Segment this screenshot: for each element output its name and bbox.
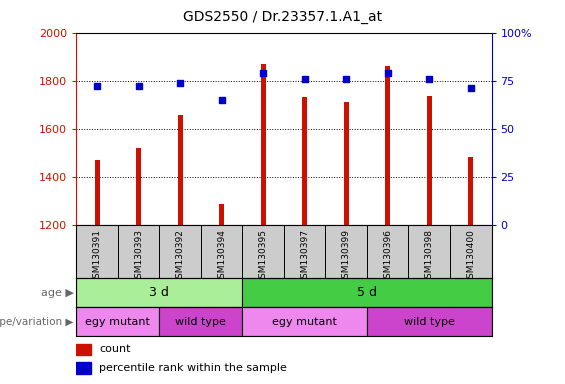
Bar xyxy=(136,148,141,225)
Bar xyxy=(76,344,91,355)
Text: genotype/variation ▶: genotype/variation ▶ xyxy=(0,316,73,327)
Point xyxy=(300,76,309,82)
Point xyxy=(134,83,143,89)
Bar xyxy=(242,278,492,307)
Text: percentile rank within the sample: percentile rank within the sample xyxy=(99,363,287,373)
Text: GSM130398: GSM130398 xyxy=(425,229,434,284)
Bar xyxy=(468,157,473,225)
Text: GSM130393: GSM130393 xyxy=(134,229,143,284)
Point xyxy=(93,83,102,89)
Bar xyxy=(76,307,159,336)
Text: count: count xyxy=(99,344,131,354)
Bar xyxy=(302,98,307,225)
Text: GSM130400: GSM130400 xyxy=(466,229,475,284)
Bar xyxy=(76,362,91,374)
Text: GSM130394: GSM130394 xyxy=(217,229,226,284)
Point xyxy=(383,70,392,76)
Text: egy mutant: egy mutant xyxy=(85,316,150,327)
Text: age ▶: age ▶ xyxy=(41,288,73,298)
Text: 3 d: 3 d xyxy=(149,286,169,299)
Text: GSM130392: GSM130392 xyxy=(176,229,185,284)
Point xyxy=(342,76,351,82)
Text: GSM130395: GSM130395 xyxy=(259,229,268,284)
Point xyxy=(466,85,475,91)
Point xyxy=(176,79,185,86)
Bar xyxy=(260,64,266,225)
Text: GSM130397: GSM130397 xyxy=(300,229,309,284)
Bar xyxy=(219,204,224,225)
Bar xyxy=(242,307,367,336)
Bar xyxy=(94,160,99,225)
Text: GSM130399: GSM130399 xyxy=(342,229,351,284)
Text: GDS2550 / Dr.23357.1.A1_at: GDS2550 / Dr.23357.1.A1_at xyxy=(183,10,382,23)
Bar xyxy=(427,96,432,225)
Bar xyxy=(177,116,182,225)
Point xyxy=(259,70,268,76)
Bar xyxy=(159,307,242,336)
Bar xyxy=(367,307,492,336)
Text: wild type: wild type xyxy=(175,316,227,327)
Text: egy mutant: egy mutant xyxy=(272,316,337,327)
Text: GSM130391: GSM130391 xyxy=(93,229,102,284)
Bar xyxy=(76,278,242,307)
Text: wild type: wild type xyxy=(404,316,455,327)
Text: GSM130396: GSM130396 xyxy=(383,229,392,284)
Bar xyxy=(344,102,349,225)
Bar xyxy=(385,66,390,225)
Text: 5 d: 5 d xyxy=(357,286,377,299)
Point xyxy=(425,76,434,82)
Point xyxy=(217,97,226,103)
